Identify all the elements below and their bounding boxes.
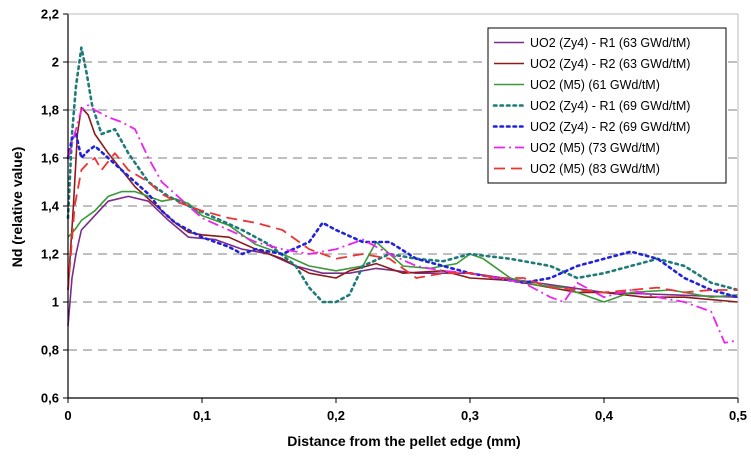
x-tick-label: 0,1: [193, 408, 211, 423]
legend-box: [487, 27, 727, 184]
legend-label-6: UO2 (M5) (73 GWd/tM): [530, 141, 660, 155]
axes: [63, 13, 739, 403]
x-tick-label: 0: [64, 408, 71, 423]
series-line-5: [66, 132, 740, 299]
data-series: [66, 46, 740, 344]
y-tick-label: 1,4: [41, 199, 60, 214]
series-line-7: [67, 152, 738, 294]
x-tick-label: 0,5: [729, 408, 747, 423]
series-line-4: [66, 46, 740, 304]
y-tick-label: 1,6: [41, 151, 59, 166]
legend: UO2 (Zy4) - R1 (63 GWd/tM) UO2 (Zy4) - R2…: [487, 27, 727, 184]
legend-label-7: UO2 (M5) (83 GWd/tM): [530, 162, 660, 176]
tick-labels: 0,6 0,8 1 1,2 1,4 1,6 1,8 2 2,2 0 0,1 0,2 0,3 0,4 0,5: [41, 7, 747, 424]
y-axis-title: Nd (relative value): [9, 147, 25, 268]
series-line-3: [67, 190, 739, 303]
series-line-6: [67, 104, 739, 344]
y-tick-label: 0,6: [41, 391, 59, 406]
y-tick-label: 2: [52, 55, 59, 70]
legend-label-1: UO2 (Zy4) - R1 (63 GWd/tM): [530, 36, 690, 50]
y-tick-label: 1: [52, 295, 59, 310]
legend-label-5: UO2 (Zy4) - R2 (69 GWd/tM): [530, 120, 690, 134]
y-tick-label: 2,2: [41, 7, 59, 22]
y-tick-label: 0,8: [41, 343, 59, 358]
x-tick-label: 0,4: [595, 408, 614, 423]
x-tick-label: 0,2: [327, 408, 345, 423]
y-tick-label: 1,8: [41, 103, 59, 118]
x-tick-label: 0,3: [461, 408, 479, 423]
series-line-1: [67, 195, 739, 327]
legend-label-3: UO2 (M5) (61 GWd/tM): [530, 78, 660, 92]
legend-label-2: UO2 (Zy4) - R2 (63 GWd/tM): [530, 57, 690, 71]
legend-label-4: UO2 (Zy4) - R1 (69 GWd/tM): [530, 99, 690, 113]
y-tick-label: 1,2: [41, 247, 59, 262]
x-axis-title: Distance from the pellet edge (mm): [287, 433, 520, 449]
